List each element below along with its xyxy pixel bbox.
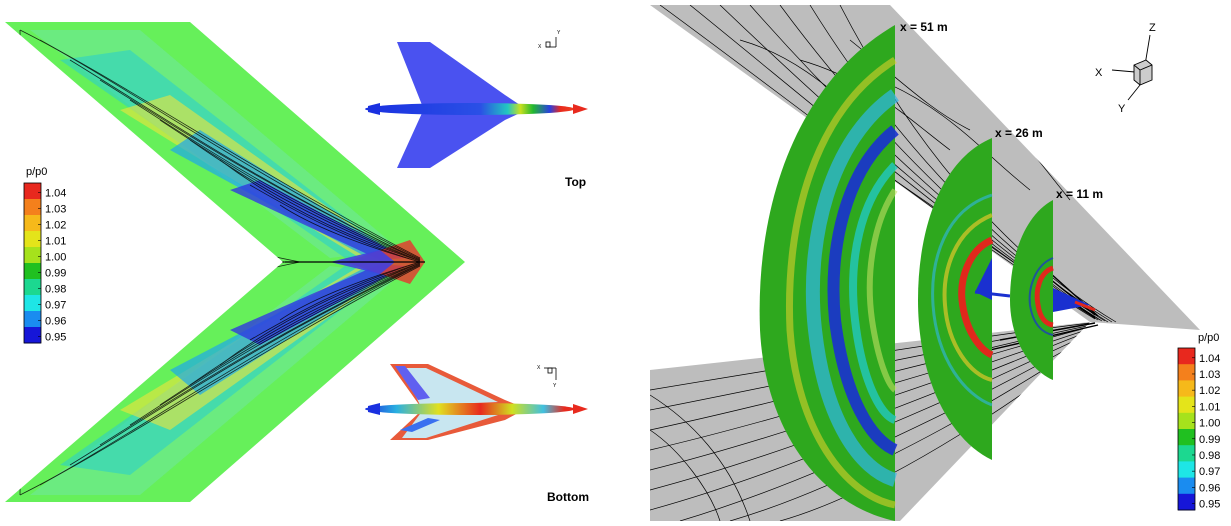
right-legend-tick-label: 1.01 [1199, 401, 1220, 413]
left-legend-tick-label: 1.04 [45, 188, 66, 200]
right-legend-swatch [1178, 493, 1195, 511]
section-label-x11: x = 11 m [1056, 187, 1103, 201]
left-legend-title: p/p0 [26, 166, 47, 178]
top-axis-y: Y [557, 30, 561, 36]
bottom-view-label: Bottom [547, 490, 589, 504]
section-label-x51: x = 51 m [900, 20, 948, 34]
right-legend-swatch [1178, 477, 1195, 495]
right-legend-swatch [1178, 364, 1195, 381]
right-legend-swatch [1178, 429, 1195, 446]
right-legend-tick-label: 1.03 [1199, 369, 1220, 381]
left-legend-border [23, 182, 42, 344]
left-legend-tick-label: 1.03 [45, 204, 66, 216]
axis-label-y: Y [1118, 103, 1126, 115]
right-legend-border [1177, 347, 1196, 511]
right-legend-swatch [1178, 461, 1195, 479]
left-legend-tick-label: 1.02 [45, 220, 66, 232]
left-legend-tick-label: 0.97 [45, 300, 66, 312]
right-legend-tick-label: 0.97 [1199, 466, 1220, 478]
right-legend-tick-label: 1.00 [1199, 418, 1220, 430]
left-legend-swatch [24, 247, 41, 264]
left-legend-swatch [24, 311, 41, 328]
right-legend-title: p/p0 [1198, 332, 1219, 344]
left-legend-tick-label: 0.98 [45, 284, 66, 296]
aircraft-top-view [365, 42, 588, 168]
left-legend-swatch [24, 231, 41, 248]
top-axis-x: X [538, 44, 542, 50]
aircraft-bottom-fuselage [365, 403, 575, 415]
left-legend-ticks: 1.04 1.03 1.02 1.01 1.00 0.99 0.98 0.97 0.96 0.95 [38, 188, 66, 344]
aircraft-top-fuselage [365, 103, 575, 115]
bottom-axis-y: Y [553, 383, 557, 389]
right-legend-swatch [1178, 396, 1195, 414]
right-legend-swatch [1178, 412, 1195, 430]
right-legend-tick-label: 0.99 [1199, 434, 1220, 446]
left-legend-tick-label: 0.95 [45, 332, 66, 344]
left-legend-swatch [24, 279, 41, 296]
upper-plane [650, 5, 1200, 330]
left-legend-swatch [24, 215, 41, 232]
axis-label-x: X [1095, 67, 1103, 79]
left-figure: p/p0 1.04 1.03 1.02 1.01 1.00 0.99 0.98 0.97 0.9… [5, 22, 589, 504]
aircraft-bottom-view [365, 364, 588, 440]
footprint-contours [19, 29, 425, 496]
right-legend-tick-label: 1.02 [1199, 385, 1220, 397]
left-legend-swatch [24, 327, 41, 344]
left-legend-swatch [24, 295, 41, 312]
section-x11 [1010, 200, 1096, 380]
right-legend-swatch [1178, 380, 1195, 398]
right-legend-tick-label: 0.98 [1199, 450, 1220, 462]
left-legend-swatch [24, 183, 41, 200]
left-panel: p/p0 1.04 1.03 1.02 1.01 1.00 0.99 0.98 0.97 0.9… [0, 0, 615, 521]
right-figure: x = 51 m x = 26 m x = 11 m Z X Y p/p0 1.… [650, 5, 1220, 521]
right-legend-tick-label: 0.96 [1199, 482, 1220, 494]
left-legend-tick-label: 1.00 [45, 252, 66, 264]
left-legend-tick-label: 0.96 [45, 316, 66, 328]
bottom-axis-x: X [537, 365, 541, 371]
right-legend-ticks: 1.04 1.03 1.02 1.01 1.00 0.99 0.98 0.97 0.96 0.95 [1192, 353, 1220, 511]
left-legend-swatch [24, 263, 41, 280]
right-legend-swatch [1178, 348, 1195, 365]
top-view-label: Top [565, 175, 586, 189]
left-legend-tick-label: 1.01 [45, 236, 66, 248]
left-legend-bar [23, 182, 42, 344]
left-legend-swatch [24, 199, 41, 216]
right-legend-swatch [1178, 445, 1195, 462]
section-x51 [759, 25, 900, 521]
section-x26 [918, 138, 1011, 460]
bottom-axis-triad [544, 367, 557, 380]
right-panel: x = 51 m x = 26 m x = 11 m Z X Y p/p0 1.… [650, 0, 1231, 521]
top-axis-triad [545, 37, 557, 48]
axis-triad-3d [1111, 34, 1153, 101]
axis-label-z: Z [1149, 22, 1156, 34]
right-legend-tick-label: 1.04 [1199, 353, 1220, 365]
right-legend-bar [1177, 347, 1196, 511]
left-legend-tick-label: 0.99 [45, 268, 66, 280]
section-label-x26: x = 26 m [995, 126, 1043, 140]
right-legend-tick-label: 0.95 [1199, 499, 1220, 511]
